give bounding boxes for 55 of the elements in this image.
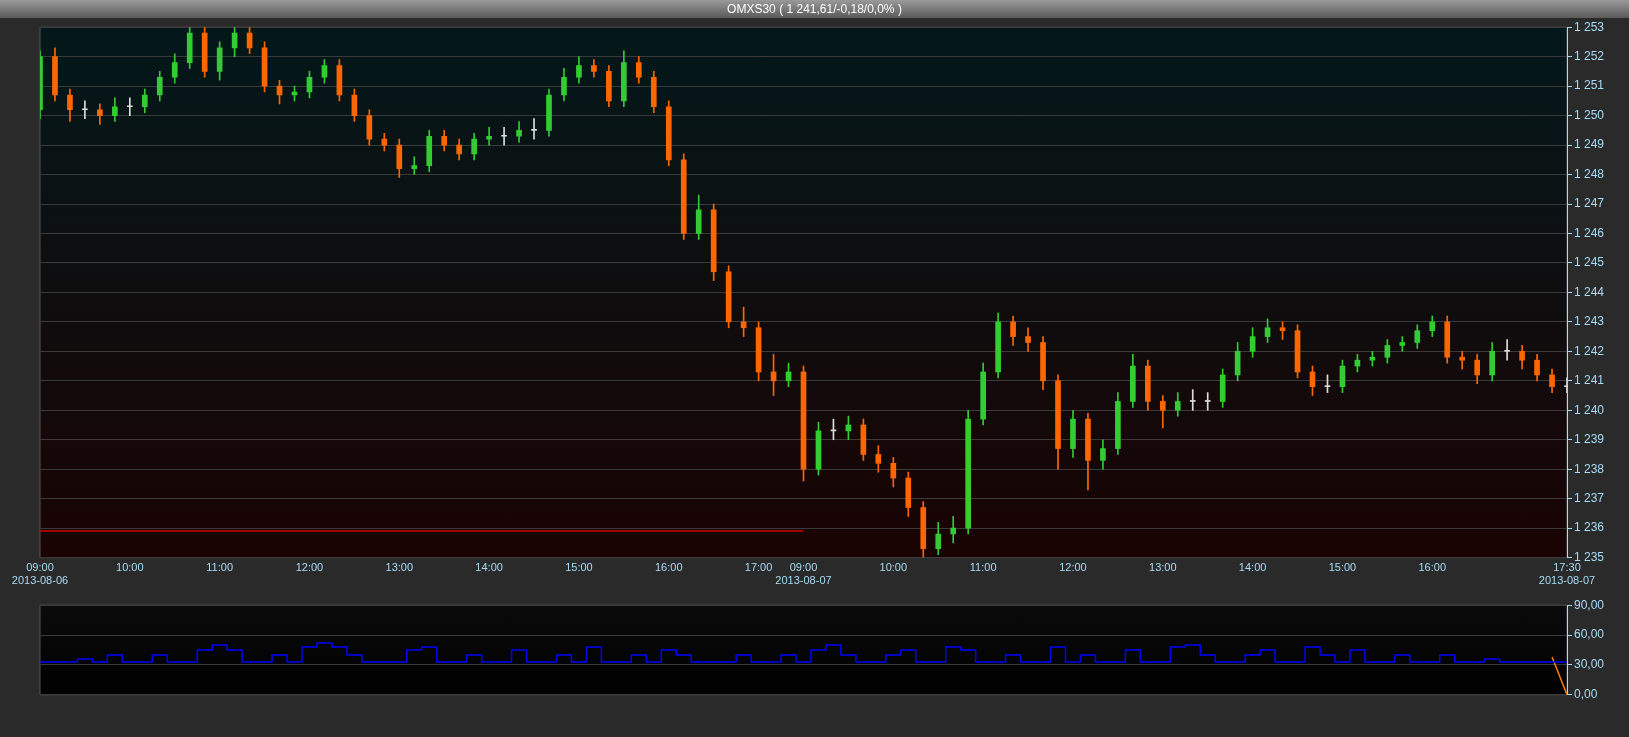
x-tick-label: 11:00 <box>969 561 997 574</box>
y-tick-label: 30,00 <box>1574 657 1605 672</box>
y-tick-label: 1 249 <box>1574 137 1605 152</box>
y-tick-label: 1 241 <box>1574 373 1605 388</box>
y-tick-label: 1 253 <box>1574 19 1605 34</box>
y-tick-label: 60,00 <box>1574 627 1605 642</box>
x-tick-label: 14:00 <box>475 561 503 574</box>
x-tick-label: 12:00 <box>295 561 324 574</box>
candlestick <box>1459 351 1466 370</box>
x-tick-label: 16:00 <box>655 561 683 574</box>
y-tick-label: 1 244 <box>1574 284 1605 299</box>
y-tick-label: 1 237 <box>1574 490 1605 505</box>
y-tick-label: 1 247 <box>1574 196 1605 211</box>
y-tick-label: 1 252 <box>1574 48 1605 63</box>
x-tick-label: 10:00 <box>116 561 144 574</box>
y-tick-label: 1 246 <box>1574 225 1605 240</box>
candlestick <box>1189 389 1196 411</box>
y-tick-label: 1 242 <box>1574 343 1605 358</box>
x-tick-label: 13:00 <box>1149 561 1177 574</box>
candlestick <box>1025 327 1031 352</box>
y-tick-label: 1 240 <box>1574 402 1605 417</box>
y-tick-label: 1 238 <box>1574 461 1605 476</box>
x-tick-label: 14:00 <box>1238 561 1267 574</box>
candlestick <box>126 97 133 116</box>
candlestick <box>501 127 507 146</box>
chart-title: OMXS30 ( 1 241,61/-0,18/0,0% ) <box>0 0 1629 18</box>
candlestick <box>82 100 88 119</box>
y-tick-label: 1 245 <box>1574 255 1605 270</box>
y-tick-label: 1 236 <box>1574 520 1605 535</box>
y-tick-label: 1 235 <box>1574 549 1605 564</box>
y-tick-label: 1 251 <box>1574 78 1605 93</box>
x-tick-label: 11:00 <box>206 561 234 574</box>
x-tick-label: 16:00 <box>1418 561 1447 574</box>
x-tick-label: 13:00 <box>385 561 414 574</box>
x-tick-label: 12:00 <box>1059 561 1087 574</box>
candlestick <box>411 156 418 175</box>
x-tick-label: 15:00 <box>1328 561 1357 574</box>
candlestick <box>531 118 537 140</box>
candlestick <box>1399 336 1406 352</box>
y-tick-label: 1 250 <box>1574 107 1605 122</box>
candlestick <box>486 127 492 146</box>
x-tick-label: 17:30 2013-08-07 <box>1538 561 1596 587</box>
y-tick-label: 90,00 <box>1574 597 1605 612</box>
candlestick <box>1204 392 1211 411</box>
y-tick-label: 1 248 <box>1574 166 1605 181</box>
candlestick <box>1504 339 1510 361</box>
y-tick-label: 0,00 <box>1574 687 1598 702</box>
x-tick-label: 17:00 <box>744 561 773 574</box>
x-tick-label: 09:00 2013-08-07 <box>775 561 832 587</box>
candlestick <box>950 516 957 544</box>
x-tick-label: 15:00 <box>565 561 593 574</box>
y-tick-label: 1 243 <box>1574 314 1605 329</box>
x-tick-label: 10:00 <box>879 561 908 574</box>
x-tick-label: 09:00 2013-08-06 <box>11 561 69 587</box>
y-tick-label: 1 239 <box>1574 432 1605 447</box>
